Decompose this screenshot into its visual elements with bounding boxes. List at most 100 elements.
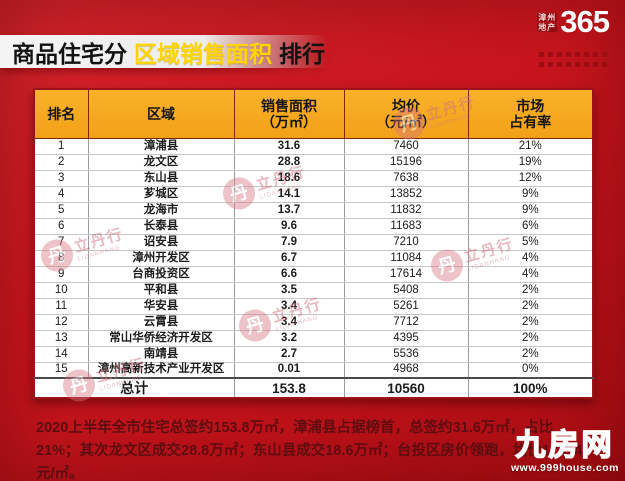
rank-cell: 4 <box>34 186 88 203</box>
table-total-row: 总计 153.8 10560 100% <box>34 377 593 398</box>
table-row: 15 漳州高新技术产业开发区 0.01 4968 0% <box>34 362 593 379</box>
area-cell: 7.9 <box>233 234 344 251</box>
page-title-part1: 商品住宅分 <box>12 40 127 67</box>
share-cell: 2% <box>467 314 593 331</box>
price-cell: 17614 <box>343 266 468 283</box>
area-cell: 2.7 <box>233 346 344 363</box>
region-cell: 南靖县 <box>87 346 234 363</box>
price-cell: 5408 <box>343 282 468 299</box>
region-cell: 云霄县 <box>87 314 234 331</box>
rank-cell: 8 <box>34 250 88 267</box>
region-cell: 芗城区 <box>87 186 234 203</box>
price-cell: 4395 <box>343 330 468 347</box>
region-cell: 台商投资区 <box>87 266 234 283</box>
share-cell: 19% <box>467 154 593 171</box>
rank-cell: 3 <box>34 170 88 187</box>
share-cell: 9% <box>467 186 593 203</box>
jiufangwang-url-text: www.999house.com <box>511 462 619 474</box>
brand-logo: 漳州 地产 365 <box>537 4 610 39</box>
table-row: 6 长泰县 9.6 11683 6% <box>34 218 593 235</box>
table-header: 排名 区域 销售面积 （万㎡） 均价 （元/㎡） 市场 占有率 <box>33 88 594 139</box>
table-row: 14 南靖县 2.7 5536 2% <box>34 346 593 363</box>
share-cell: 5% <box>467 234 593 251</box>
brand-slogan-rows <box>539 52 609 72</box>
price-cell: 7210 <box>343 234 468 251</box>
area-cell: 3.4 <box>233 298 344 315</box>
region-cell: 华安县 <box>87 298 234 315</box>
table-row: 10 平和县 3.5 5408 2% <box>34 282 593 299</box>
share-cell: 4% <box>467 266 593 283</box>
rank-cell: 6 <box>34 218 88 235</box>
price-cell: 5536 <box>343 346 468 363</box>
price-cell: 7460 <box>343 138 468 155</box>
price-cell: 4968 <box>343 362 468 379</box>
share-cell: 0% <box>467 362 593 379</box>
table-header-row: 排名 区域 销售面积 （万㎡） 均价 （元/㎡） 市场 占有率 <box>33 88 594 139</box>
share-cell: 21% <box>467 138 593 155</box>
col-header-region: 区域 <box>87 88 235 139</box>
region-cell: 漳州开发区 <box>87 250 234 267</box>
region-cell: 漳浦县 <box>87 138 234 155</box>
area-cell: 3.5 <box>233 282 344 299</box>
area-cell: 3.2 <box>233 330 344 347</box>
table-row: 12 云霄县 3.4 7712 2% <box>34 314 593 331</box>
share-cell: 6% <box>467 218 593 235</box>
total-price-cell: 10560 <box>343 377 468 398</box>
brand-logo-365: 365 <box>560 4 610 39</box>
area-cell: 14.1 <box>233 186 344 203</box>
area-cell: 6.6 <box>233 266 344 283</box>
share-cell: 4% <box>467 250 593 267</box>
region-cell: 龙海市 <box>87 202 234 219</box>
table-row: 13 常山华侨经济开发区 3.2 4395 2% <box>34 330 593 347</box>
col-header-price: 均价 （元/㎡） <box>343 88 469 139</box>
table-row: 9 台商投资区 6.6 17614 4% <box>34 266 593 283</box>
rank-cell: 15 <box>34 362 88 379</box>
summary-text: 2020上半年全市住宅总签约153.8万㎡，漳浦县占据榜首，总签约31.6万㎡，… <box>36 420 583 481</box>
rank-cell: 2 <box>34 154 88 171</box>
share-cell: 2% <box>467 346 593 363</box>
table-row: 3 东山县 18.6 7638 12% <box>34 170 593 187</box>
rank-cell: 7 <box>34 234 88 251</box>
rank-cell: 13 <box>34 330 88 347</box>
jiufangwang-brand-text: 九房网 <box>515 429 615 463</box>
region-cell: 诏安县 <box>87 234 234 251</box>
share-cell: 2% <box>467 298 593 315</box>
region-cell: 常山华侨经济开发区 <box>87 330 234 347</box>
rank-cell: 14 <box>34 346 88 363</box>
price-cell: 5261 <box>343 298 468 315</box>
area-cell: 13.7 <box>233 202 344 219</box>
share-cell: 2% <box>467 282 593 299</box>
area-cell: 0.01 <box>233 362 344 379</box>
area-cell: 6.7 <box>233 250 344 267</box>
price-cell: 13852 <box>343 186 468 203</box>
rank-cell: 12 <box>34 314 88 331</box>
share-cell: 2% <box>467 330 593 347</box>
total-area-cell: 153.8 <box>233 377 344 398</box>
ranking-table: 排名 区域 销售面积 （万㎡） 均价 （元/㎡） 市场 占有率 1 漳浦县 31.6 746… <box>33 88 594 399</box>
area-cell: 31.6 <box>233 138 344 155</box>
rank-cell: 11 <box>34 298 88 315</box>
table-row: 1 漳浦县 31.6 7460 21% <box>34 138 593 155</box>
brand-logo-small-top: 漳州 <box>537 12 558 22</box>
price-cell: 7712 <box>343 314 468 331</box>
total-label-cell: 总计 <box>34 377 234 398</box>
brand-logo-small-bottom: 地产 <box>537 22 558 32</box>
page-title-part2: 排行 <box>279 40 325 67</box>
brand-logo-small-text: 漳州 地产 <box>537 12 558 32</box>
region-cell: 长泰县 <box>87 218 234 235</box>
price-cell: 11683 <box>343 218 468 235</box>
area-cell: 18.6 <box>233 170 344 187</box>
table-row: 11 华安县 3.4 5261 2% <box>34 298 593 315</box>
table-row: 2 龙文区 28.8 15196 19% <box>34 154 593 171</box>
region-cell: 平和县 <box>87 282 234 299</box>
rank-cell: 1 <box>34 138 88 155</box>
price-cell: 7638 <box>343 170 468 187</box>
rank-cell: 9 <box>34 266 88 283</box>
share-cell: 12% <box>467 170 593 187</box>
region-cell: 东山县 <box>87 170 234 187</box>
price-cell: 15196 <box>343 154 468 171</box>
total-share-cell: 100% <box>467 377 593 398</box>
share-cell: 9% <box>467 202 593 219</box>
page-title-highlight: 区域销售面积 <box>134 40 272 67</box>
